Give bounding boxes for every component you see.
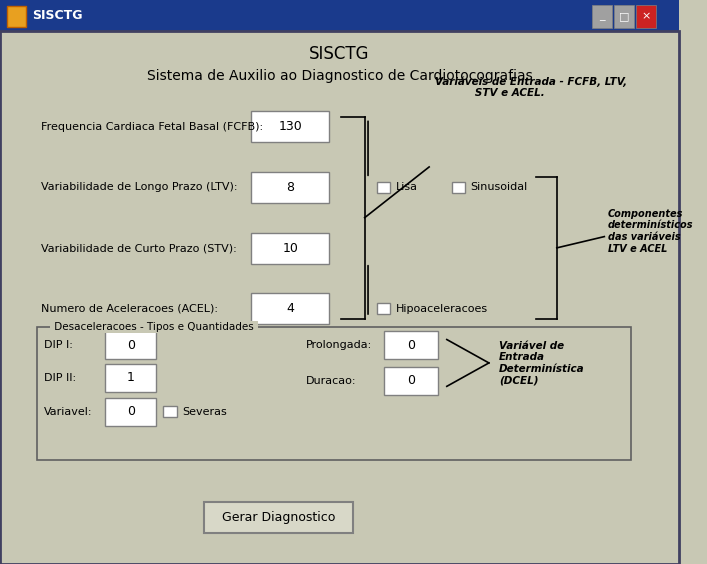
FancyBboxPatch shape	[592, 5, 612, 28]
FancyBboxPatch shape	[204, 502, 353, 533]
Text: 8: 8	[286, 180, 294, 194]
Text: DIP I:: DIP I:	[44, 340, 73, 350]
Text: ×: ×	[641, 11, 650, 21]
FancyBboxPatch shape	[0, 0, 679, 31]
FancyBboxPatch shape	[384, 367, 438, 395]
FancyBboxPatch shape	[37, 327, 631, 460]
FancyBboxPatch shape	[0, 31, 679, 564]
Text: Prolongada:: Prolongada:	[305, 340, 372, 350]
Text: 0: 0	[407, 338, 415, 352]
FancyBboxPatch shape	[251, 293, 329, 324]
Text: Lisa: Lisa	[396, 182, 418, 192]
Text: SISCTG: SISCTG	[32, 9, 83, 23]
FancyBboxPatch shape	[614, 5, 634, 28]
Text: 130: 130	[279, 120, 302, 134]
Text: Variável de
Entrada
Determinística
(DCEL): Variável de Entrada Determinística (DCEL…	[499, 341, 585, 385]
Text: 1: 1	[127, 371, 134, 385]
Text: Desaceleracoes - Tipos e Quantidades: Desaceleracoes - Tipos e Quantidades	[51, 322, 257, 332]
Text: Severas: Severas	[182, 407, 227, 417]
Text: 0: 0	[127, 338, 135, 352]
Text: Hipoaceleracoes: Hipoaceleracoes	[396, 303, 488, 314]
Text: 10: 10	[282, 241, 298, 255]
Text: Variabilidade de Longo Prazo (LTV):: Variabilidade de Longo Prazo (LTV):	[41, 182, 238, 192]
FancyBboxPatch shape	[105, 398, 156, 426]
FancyBboxPatch shape	[251, 171, 329, 202]
Text: Sinusoidal: Sinusoidal	[471, 182, 528, 192]
FancyBboxPatch shape	[251, 232, 329, 263]
FancyBboxPatch shape	[452, 182, 465, 193]
Text: Variabilidade de Curto Prazo (STV):: Variabilidade de Curto Prazo (STV):	[41, 243, 237, 253]
Text: Numero de Aceleracoes (ACEL):: Numero de Aceleracoes (ACEL):	[41, 303, 218, 314]
FancyBboxPatch shape	[251, 111, 329, 142]
Text: 4: 4	[286, 302, 294, 315]
Text: _: _	[600, 11, 605, 21]
Text: Variavel:: Variavel:	[44, 407, 93, 417]
FancyBboxPatch shape	[377, 182, 390, 193]
FancyBboxPatch shape	[105, 331, 156, 359]
FancyBboxPatch shape	[636, 5, 656, 28]
Text: SISCTG: SISCTG	[309, 45, 370, 63]
Text: □: □	[619, 11, 629, 21]
Text: 0: 0	[127, 405, 135, 418]
Text: Frequencia Cardiaca Fetal Basal (FCFB):: Frequencia Cardiaca Fetal Basal (FCFB):	[41, 122, 263, 132]
FancyBboxPatch shape	[377, 303, 390, 314]
Text: Duracao:: Duracao:	[305, 376, 356, 386]
FancyBboxPatch shape	[105, 364, 156, 392]
FancyBboxPatch shape	[384, 331, 438, 359]
FancyBboxPatch shape	[7, 6, 25, 27]
Text: Componentes
determinísticos
das variáveis
LTV e ACEL: Componentes determinísticos das variávei…	[608, 209, 694, 254]
Text: DIP II:: DIP II:	[44, 373, 76, 383]
Text: 0: 0	[407, 374, 415, 387]
Text: Sistema de Auxilio ao Diagnostico de Cardiotocografias: Sistema de Auxilio ao Diagnostico de Car…	[146, 69, 532, 83]
Text: Variáveis de Entrada - FCFB, LTV,
           STV e ACEL.: Variáveis de Entrada - FCFB, LTV, STV e …	[435, 76, 626, 99]
FancyBboxPatch shape	[163, 406, 177, 417]
Text: Gerar Diagnostico: Gerar Diagnostico	[222, 511, 335, 524]
